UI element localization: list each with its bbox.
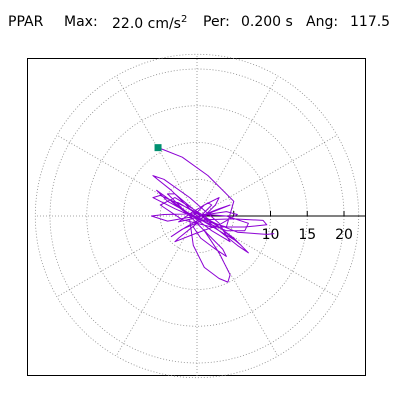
max-value: 22.0 cm/s2	[112, 14, 187, 32]
radial-tick-label: 10	[262, 227, 280, 243]
grid-spoke	[196, 75, 279, 217]
trace-group	[150, 144, 275, 283]
radial-tick-label: 20	[335, 227, 353, 243]
period-value: 0.200 s	[241, 14, 293, 30]
max-value-text: 22.0 cm/s	[112, 16, 181, 32]
angle-label: Ang:	[306, 14, 339, 30]
grid-spoke	[56, 215, 198, 298]
grid-spoke	[115, 215, 198, 357]
start-marker	[154, 144, 162, 152]
max-exponent: 2	[180, 14, 188, 25]
radial-tick-label: 15	[298, 227, 316, 243]
max-label: Max:	[64, 14, 98, 30]
angle-value: 117.5	[350, 14, 391, 30]
motion-trace	[150, 147, 275, 283]
period-label: Per:	[203, 14, 230, 30]
header: PPAR Max: 22.0 cm/s2 Per: 0.200 s Ang: 1…	[0, 14, 400, 38]
component-label: PPAR	[8, 14, 44, 30]
grid-spoke	[196, 134, 338, 217]
